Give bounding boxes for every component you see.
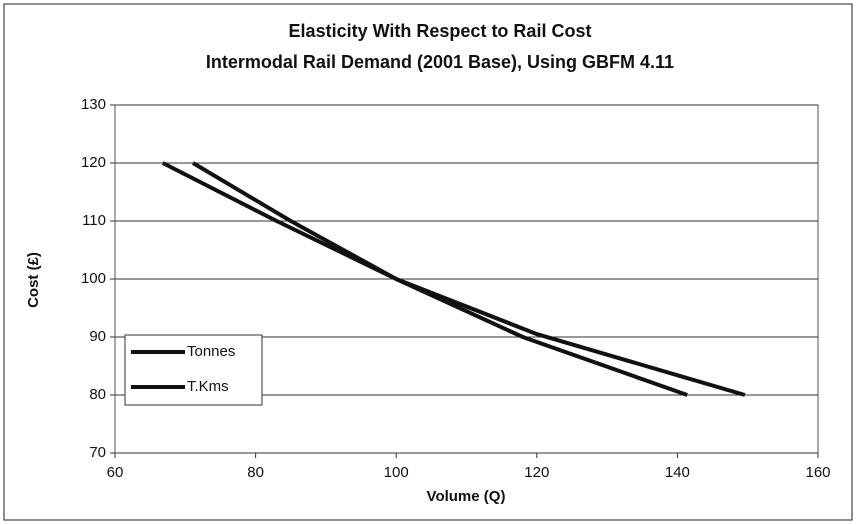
y-tick-label: 130 bbox=[81, 96, 106, 113]
y-tick-label: 120 bbox=[81, 154, 106, 171]
y-axis-title: Cost (£) bbox=[25, 252, 42, 308]
x-tick-label: 140 bbox=[665, 464, 690, 481]
y-tick-label: 90 bbox=[89, 328, 106, 345]
legend-box bbox=[124, 334, 263, 406]
y-tick-label: 80 bbox=[89, 386, 106, 403]
y-tick-label: 70 bbox=[89, 444, 106, 461]
x-tick-label: 100 bbox=[384, 464, 409, 481]
y-tick-label: 110 bbox=[82, 212, 106, 229]
x-tick-label: 160 bbox=[805, 464, 830, 481]
series-line bbox=[192, 161, 688, 397]
x-axis-title: Volume (Q) bbox=[427, 488, 506, 505]
x-tick-label: 80 bbox=[247, 464, 264, 481]
legend-label: T.Kms bbox=[187, 378, 229, 395]
chart-title: Elasticity With Respect to Rail Cost bbox=[289, 21, 592, 41]
y-tick-label: 100 bbox=[81, 270, 106, 287]
chart-subtitle: Intermodal Rail Demand (2001 Base), Usin… bbox=[206, 52, 674, 72]
x-tick-label: 120 bbox=[524, 464, 549, 481]
legend-label: Tonnes bbox=[187, 343, 235, 360]
x-tick-label: 60 bbox=[107, 464, 124, 481]
